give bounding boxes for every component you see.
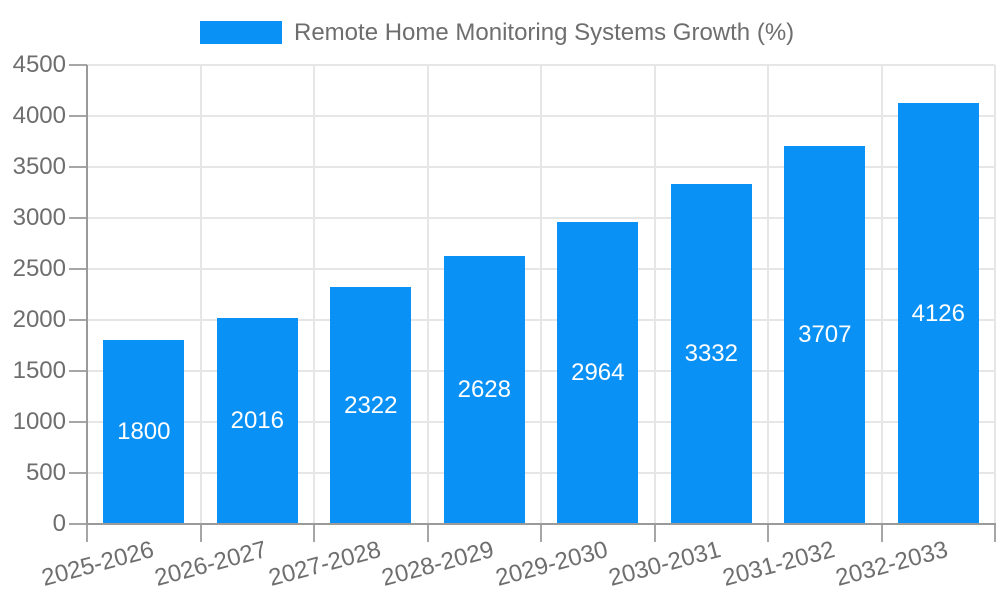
x-axis-tick <box>200 524 202 542</box>
x-axis-line <box>86 523 996 525</box>
y-axis-label: 0 <box>52 510 66 537</box>
bar-value-label: 2322 <box>344 391 398 419</box>
y-axis-tick <box>69 166 87 168</box>
bar[interactable] <box>330 287 412 523</box>
x-axis-tick <box>881 524 883 542</box>
bar[interactable] <box>216 318 298 523</box>
bar[interactable] <box>103 340 185 523</box>
bar[interactable] <box>670 184 752 523</box>
x-gridline <box>994 65 996 524</box>
y-axis-label: 4000 <box>12 102 66 129</box>
legend[interactable]: Remote Home Monitoring Systems Growth (%… <box>200 19 794 46</box>
x-gridline <box>200 65 202 524</box>
bar[interactable] <box>443 255 525 523</box>
bar[interactable] <box>897 103 979 523</box>
x-axis-tick <box>654 524 656 542</box>
bar-value-label: 2628 <box>457 376 511 403</box>
y-axis-tick <box>69 115 87 117</box>
y-axis-label: 1000 <box>12 408 66 435</box>
y-axis-tick <box>69 64 87 66</box>
y-axis-label: 3000 <box>12 204 66 231</box>
y-axis-tick <box>69 268 87 270</box>
x-axis-tick <box>86 524 88 542</box>
y-axis-label: 4500 <box>12 51 66 78</box>
y-axis-tick <box>69 217 87 219</box>
bar-value-label: 3332 <box>684 340 738 368</box>
bar-value-label: 2016 <box>230 407 284 435</box>
y-axis-label: 1500 <box>12 357 66 384</box>
x-gridline <box>540 65 542 524</box>
x-gridline <box>654 65 656 524</box>
y-axis-label: 500 <box>25 459 66 486</box>
bar-value-label: 4126 <box>911 299 965 327</box>
x-gridline <box>881 65 883 524</box>
bar-value-label: 1800 <box>117 418 171 446</box>
y-axis-label: 2000 <box>12 306 66 333</box>
x-axis-tick <box>540 524 542 542</box>
x-axis-tick <box>313 524 315 542</box>
y-axis-line <box>86 65 88 524</box>
x-axis-tick <box>767 524 769 542</box>
y-axis-label: 2500 <box>12 255 66 282</box>
bar[interactable] <box>557 221 639 523</box>
legend-label: Remote Home Monitoring Systems Growth (%… <box>294 19 795 46</box>
x-gridline <box>427 65 429 524</box>
y-axis-tick <box>69 319 87 321</box>
x-gridline <box>313 65 315 524</box>
y-axis-tick <box>69 421 87 423</box>
bar[interactable] <box>784 145 866 523</box>
bar-value-label: 3707 <box>798 320 852 348</box>
y-axis-tick <box>69 472 87 474</box>
legend-swatch <box>200 21 282 44</box>
y-axis-tick <box>69 370 87 372</box>
bar-value-label: 2964 <box>571 358 625 386</box>
x-gridline <box>767 65 769 524</box>
x-axis-tick <box>994 524 996 542</box>
y-axis-tick <box>69 523 87 525</box>
x-axis-tick <box>427 524 429 542</box>
y-axis-label: 3500 <box>12 153 66 180</box>
